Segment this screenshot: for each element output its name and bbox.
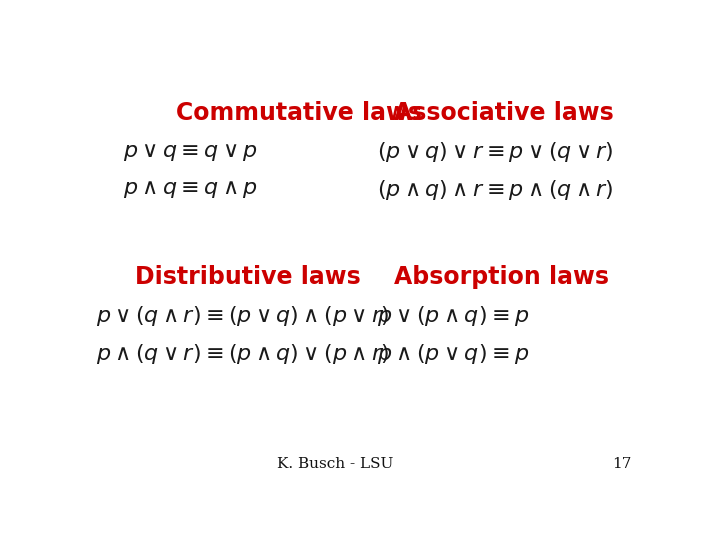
Text: $p \wedge(p \vee q)\equiv p$: $p \wedge(p \vee q)\equiv p$ (377, 342, 529, 366)
Text: K. Busch - LSU: K. Busch - LSU (277, 457, 394, 471)
Text: $p \wedge(q \vee r)\equiv(p \wedge q)\vee(p \wedge r)$: $p \wedge(q \vee r)\equiv(p \wedge q)\ve… (96, 342, 389, 366)
Text: $p \wedge q \equiv q \wedge p$: $p \wedge q \equiv q \wedge p$ (124, 179, 258, 200)
Text: $(p \vee q)\vee r \equiv p \vee(q \vee r)$: $(p \vee q)\vee r \equiv p \vee(q \vee r… (377, 140, 614, 164)
Text: $p \vee(q \wedge r)\equiv(p \vee q)\wedge(p \vee r)$: $p \vee(q \wedge r)\equiv(p \vee q)\wedg… (96, 305, 389, 328)
Text: $(p \wedge q)\wedge r \equiv p \wedge(q \wedge r)$: $(p \wedge q)\wedge r \equiv p \wedge(q … (377, 178, 614, 201)
Text: $p \vee q \equiv q \vee p$: $p \vee q \equiv q \vee p$ (124, 141, 258, 163)
Text: Absorption laws: Absorption laws (394, 265, 609, 289)
Text: Distributive laws: Distributive laws (135, 265, 361, 289)
Text: Associative laws: Associative laws (394, 100, 614, 125)
Text: $p \vee(p \wedge q)\equiv p$: $p \vee(p \wedge q)\equiv p$ (377, 305, 529, 328)
Text: Commutative laws: Commutative laws (176, 100, 423, 125)
Text: 17: 17 (612, 457, 631, 471)
